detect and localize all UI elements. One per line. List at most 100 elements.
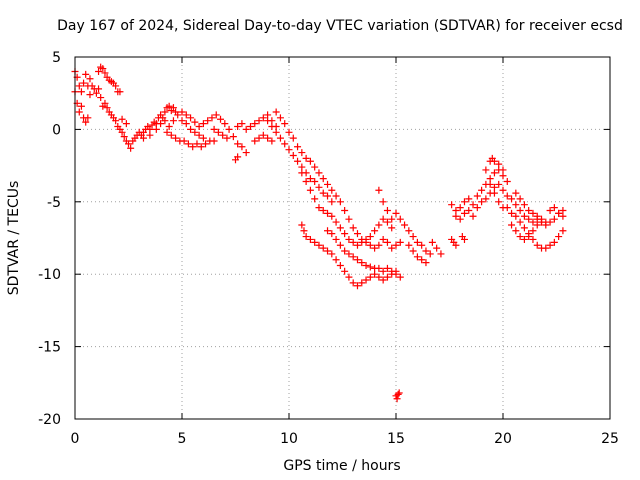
data-point: [193, 140, 201, 148]
data-point: [82, 118, 90, 126]
data-point: [195, 123, 203, 131]
data-point: [379, 235, 387, 243]
data-point: [393, 395, 401, 403]
data-point: [298, 149, 306, 157]
data-point: [379, 215, 387, 223]
data-point: [529, 227, 537, 235]
data-point: [383, 264, 391, 272]
data-point: [499, 186, 507, 194]
data-point: [413, 253, 421, 261]
data-markers: [71, 63, 567, 403]
data-point: [86, 91, 94, 99]
data-point: [512, 212, 520, 220]
data-point: [349, 279, 357, 287]
data-point: [503, 178, 511, 186]
data-point: [516, 206, 524, 214]
data-point: [77, 102, 85, 110]
chart-title: Day 167 of 2024, Sidereal Day-to-day VTE…: [57, 18, 623, 34]
data-point: [165, 102, 173, 110]
x-tick-label: 20: [494, 431, 512, 447]
data-point: [80, 79, 88, 87]
y-tick-label: 0: [52, 122, 61, 138]
data-point: [92, 89, 100, 97]
data-point: [118, 115, 126, 123]
data-point: [189, 143, 197, 151]
data-point: [315, 169, 323, 177]
data-point: [328, 186, 336, 194]
y-tick-label: -10: [38, 267, 61, 283]
data-point: [264, 117, 272, 125]
data-point: [306, 157, 314, 165]
data-point: [478, 198, 486, 206]
data-point: [199, 134, 207, 142]
data-point: [520, 201, 528, 209]
data-point: [202, 140, 210, 148]
data-point: [362, 262, 370, 270]
data-point: [409, 233, 417, 241]
data-point: [187, 114, 195, 122]
data-point: [101, 99, 109, 107]
data-point: [306, 175, 314, 183]
data-point: [437, 250, 445, 258]
axis-ticks: 0 5 10 15 20 25 5 0 -5 -10 -15 -20: [38, 50, 619, 447]
y-tick-label: -20: [38, 412, 61, 428]
data-point: [550, 204, 558, 212]
data-point: [375, 186, 383, 194]
data-point: [405, 227, 413, 235]
y-tick-label: 5: [52, 50, 61, 66]
data-point: [512, 189, 520, 197]
data-point: [251, 137, 259, 145]
x-tick-label: 5: [178, 431, 187, 447]
data-point: [490, 169, 498, 177]
data-point: [328, 230, 336, 238]
data-point: [379, 267, 387, 275]
data-point: [349, 238, 357, 246]
data-point: [75, 108, 83, 116]
x-tick-label: 10: [280, 431, 298, 447]
data-point: [268, 137, 276, 145]
data-point: [116, 88, 124, 96]
data-point: [392, 270, 400, 278]
data-point: [324, 180, 332, 188]
data-point: [482, 166, 490, 174]
data-point: [538, 215, 546, 223]
data-point: [362, 235, 370, 243]
data-point: [383, 206, 391, 214]
data-point: [122, 120, 130, 128]
data-point: [542, 244, 550, 252]
data-point: [508, 195, 516, 203]
data-point: [289, 134, 297, 142]
data-point: [465, 206, 473, 214]
data-point: [97, 94, 105, 102]
data-point: [336, 262, 344, 270]
data-point: [180, 137, 188, 145]
data-point: [319, 189, 327, 197]
data-point: [169, 104, 177, 112]
data-point: [473, 192, 481, 200]
data-point: [255, 134, 263, 142]
data-point: [210, 125, 218, 133]
data-point: [319, 175, 327, 183]
data-point: [379, 198, 387, 206]
data-point: [195, 131, 203, 139]
data-point: [482, 195, 490, 203]
data-point: [512, 201, 520, 209]
data-point: [358, 259, 366, 267]
data-point: [178, 117, 186, 125]
data-point: [242, 125, 250, 133]
data-point: [272, 108, 280, 116]
data-point: [383, 273, 391, 281]
data-point: [366, 233, 374, 241]
data-point: [324, 192, 332, 200]
data-point: [516, 195, 524, 203]
data-point: [311, 178, 319, 186]
data-point: [324, 209, 332, 217]
data-point: [341, 247, 349, 255]
data-point: [77, 88, 85, 96]
data-point: [345, 273, 353, 281]
data-point: [289, 151, 297, 159]
data-point: [349, 224, 357, 232]
data-point: [452, 241, 460, 249]
data-point: [465, 195, 473, 203]
